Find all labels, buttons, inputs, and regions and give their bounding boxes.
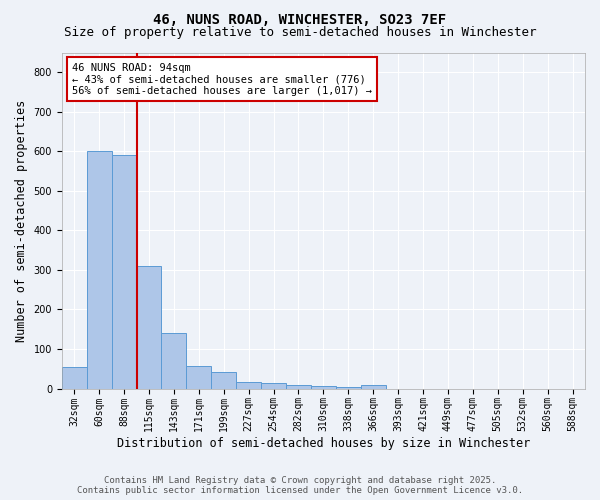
Y-axis label: Number of semi-detached properties: Number of semi-detached properties (15, 100, 28, 342)
Text: Size of property relative to semi-detached houses in Winchester: Size of property relative to semi-detach… (64, 26, 536, 39)
Bar (161, 333, 187, 388)
Bar (112, 156, 137, 388)
Text: Contains HM Land Registry data © Crown copyright and database right 2025.
Contai: Contains HM Land Registry data © Crown c… (77, 476, 523, 495)
Text: 46 NUNS ROAD: 94sqm
← 43% of semi-detached houses are smaller (776)
56% of semi-: 46 NUNS ROAD: 94sqm ← 43% of semi-detach… (72, 62, 372, 96)
Bar (361, 384, 386, 388)
Bar (62, 367, 86, 388)
Bar (261, 382, 286, 388)
Bar (286, 384, 311, 388)
Bar (187, 366, 211, 388)
X-axis label: Distribution of semi-detached houses by size in Winchester: Distribution of semi-detached houses by … (117, 437, 530, 450)
Bar (137, 266, 161, 388)
Bar (336, 386, 361, 388)
Bar (86, 152, 112, 388)
Bar (211, 372, 236, 388)
Bar (236, 382, 261, 388)
Bar (311, 386, 336, 388)
Text: 46, NUNS ROAD, WINCHESTER, SO23 7EF: 46, NUNS ROAD, WINCHESTER, SO23 7EF (154, 12, 446, 26)
